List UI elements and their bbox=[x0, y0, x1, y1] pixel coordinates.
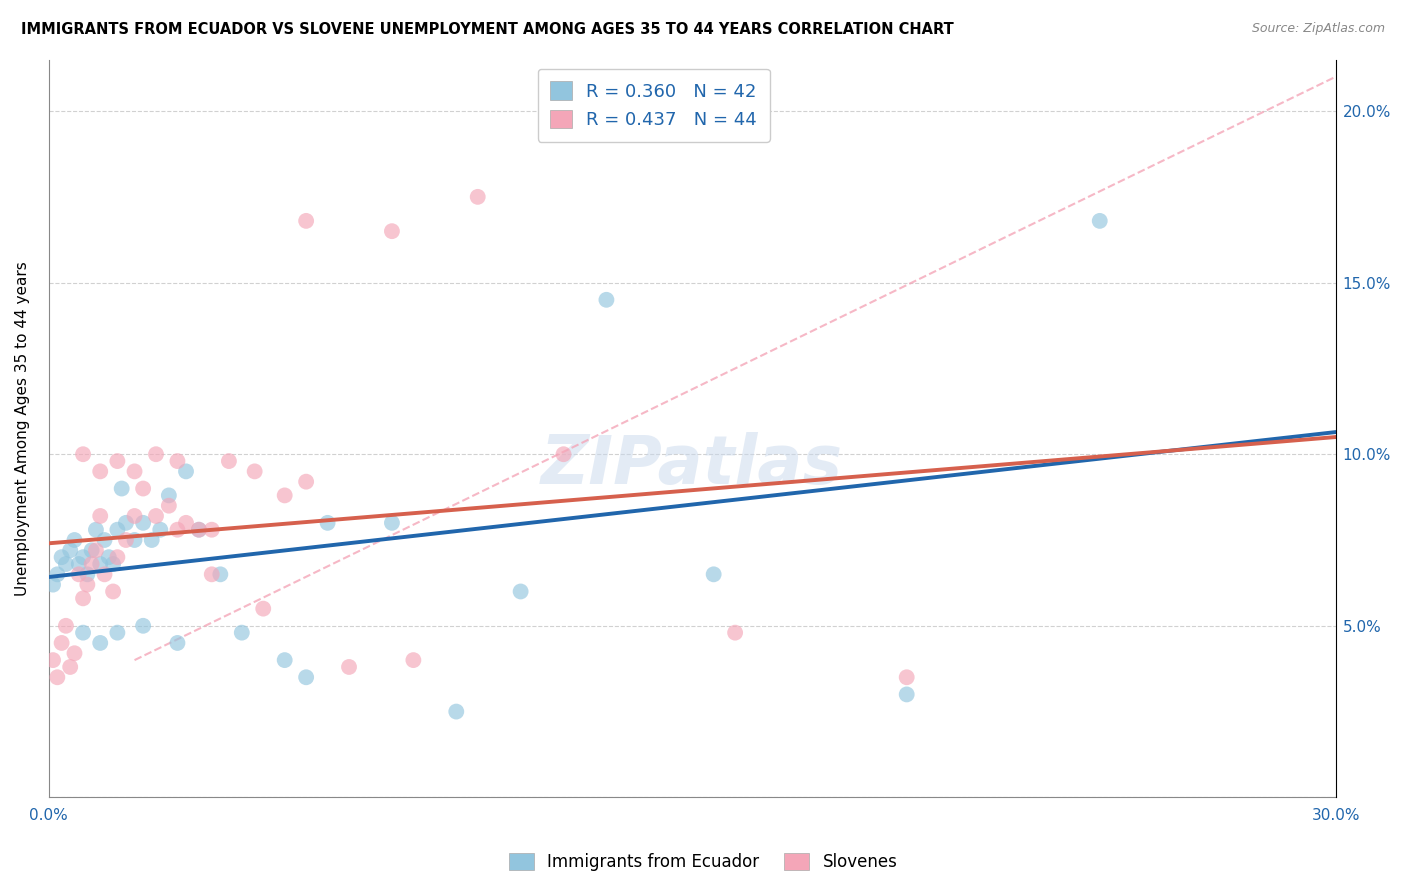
Point bbox=[72, 625, 94, 640]
Point bbox=[76, 577, 98, 591]
Legend: R = 0.360   N = 42, R = 0.437   N = 44: R = 0.360 N = 42, R = 0.437 N = 44 bbox=[537, 69, 769, 142]
Point bbox=[111, 482, 134, 496]
Point bbox=[89, 508, 111, 523]
Point bbox=[72, 550, 94, 565]
Point bbox=[316, 516, 339, 530]
Point bbox=[166, 454, 188, 468]
Text: IMMIGRANTS FROM ECUADOR VS SLOVENE UNEMPLOYMENT AMONG AGES 35 TO 44 YEARS CORREL: IMMIGRANTS FROM ECUADOR VS SLOVENE UNEMP… bbox=[21, 22, 953, 37]
Point bbox=[243, 464, 266, 478]
Point bbox=[141, 533, 163, 547]
Point bbox=[42, 653, 65, 667]
Point bbox=[187, 523, 209, 537]
Point bbox=[157, 488, 180, 502]
Point bbox=[93, 533, 115, 547]
Point bbox=[337, 660, 360, 674]
Point bbox=[1088, 214, 1111, 228]
Point bbox=[273, 653, 295, 667]
Legend: Immigrants from Ecuador, Slovenes: Immigrants from Ecuador, Slovenes bbox=[501, 845, 905, 880]
Point bbox=[105, 454, 128, 468]
Point bbox=[553, 447, 575, 461]
Point bbox=[145, 447, 167, 461]
Point bbox=[63, 646, 86, 660]
Point bbox=[55, 557, 77, 571]
Point bbox=[896, 688, 918, 702]
Point bbox=[166, 523, 188, 537]
Point bbox=[51, 636, 73, 650]
Point bbox=[295, 214, 318, 228]
Point bbox=[252, 601, 274, 615]
Point bbox=[105, 625, 128, 640]
Point bbox=[402, 653, 425, 667]
Point bbox=[218, 454, 240, 468]
Point bbox=[46, 670, 69, 684]
Point bbox=[67, 557, 90, 571]
Point bbox=[132, 619, 155, 633]
Point bbox=[76, 567, 98, 582]
Point bbox=[231, 625, 253, 640]
Point bbox=[166, 636, 188, 650]
Point bbox=[124, 508, 146, 523]
Text: ZIPatlas: ZIPatlas bbox=[541, 433, 844, 499]
Point bbox=[149, 523, 172, 537]
Point bbox=[72, 591, 94, 606]
Point bbox=[295, 670, 318, 684]
Point bbox=[157, 499, 180, 513]
Point bbox=[132, 482, 155, 496]
Point bbox=[89, 464, 111, 478]
Point bbox=[595, 293, 617, 307]
Point bbox=[97, 550, 120, 565]
Point bbox=[174, 464, 197, 478]
Point bbox=[46, 567, 69, 582]
Point bbox=[59, 660, 82, 674]
Point bbox=[55, 619, 77, 633]
Point bbox=[51, 550, 73, 565]
Point bbox=[93, 567, 115, 582]
Point bbox=[467, 190, 489, 204]
Point bbox=[703, 567, 725, 582]
Point bbox=[187, 523, 209, 537]
Point bbox=[174, 516, 197, 530]
Point bbox=[724, 625, 747, 640]
Point bbox=[101, 584, 124, 599]
Point bbox=[101, 557, 124, 571]
Point bbox=[84, 523, 107, 537]
Point bbox=[115, 516, 138, 530]
Point bbox=[42, 577, 65, 591]
Point bbox=[72, 447, 94, 461]
Point bbox=[509, 584, 531, 599]
Point bbox=[115, 533, 138, 547]
Point bbox=[59, 543, 82, 558]
Point bbox=[124, 464, 146, 478]
Point bbox=[89, 636, 111, 650]
Point bbox=[295, 475, 318, 489]
Point bbox=[381, 224, 404, 238]
Y-axis label: Unemployment Among Ages 35 to 44 years: Unemployment Among Ages 35 to 44 years bbox=[15, 261, 30, 596]
Point bbox=[89, 557, 111, 571]
Point bbox=[273, 488, 295, 502]
Point bbox=[67, 567, 90, 582]
Point bbox=[124, 533, 146, 547]
Point bbox=[80, 543, 103, 558]
Point bbox=[132, 516, 155, 530]
Point bbox=[896, 670, 918, 684]
Point bbox=[84, 543, 107, 558]
Point bbox=[105, 523, 128, 537]
Point bbox=[201, 523, 224, 537]
Point bbox=[63, 533, 86, 547]
Point bbox=[201, 567, 224, 582]
Point bbox=[209, 567, 232, 582]
Point bbox=[446, 705, 468, 719]
Text: Source: ZipAtlas.com: Source: ZipAtlas.com bbox=[1251, 22, 1385, 36]
Point bbox=[105, 550, 128, 565]
Point bbox=[145, 508, 167, 523]
Point bbox=[381, 516, 404, 530]
Point bbox=[80, 557, 103, 571]
